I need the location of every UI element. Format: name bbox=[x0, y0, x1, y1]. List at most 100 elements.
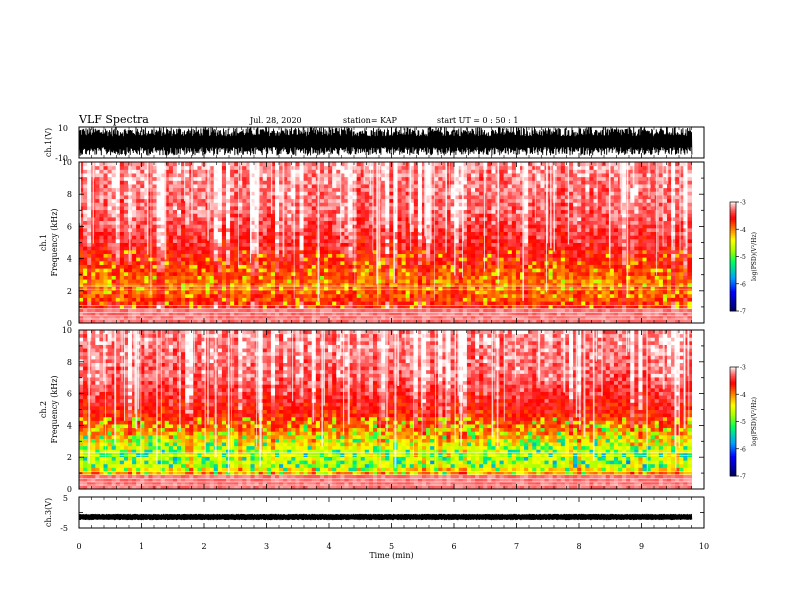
spectrogram-cell bbox=[83, 279, 88, 284]
spectrogram-cell bbox=[79, 176, 84, 181]
spectrogram-cell bbox=[168, 319, 174, 324]
spectrogram-cell bbox=[385, 216, 390, 222]
spectrogram-cell bbox=[405, 282, 411, 287]
spectrogram-cell bbox=[156, 268, 162, 273]
spectrogram-cell bbox=[107, 312, 113, 317]
spectrogram-cell bbox=[172, 162, 178, 167]
spectrogram-cell bbox=[307, 304, 313, 309]
spectrogram-cell bbox=[266, 242, 272, 247]
spectrogram-cell bbox=[409, 194, 415, 200]
spectrogram-cell bbox=[401, 205, 407, 211]
spectrogram-cell bbox=[381, 297, 386, 302]
spectrogram-cell bbox=[503, 304, 509, 309]
spectrogram-cell bbox=[303, 180, 309, 185]
spectrogram-cell bbox=[160, 301, 166, 306]
spectrogram-cell bbox=[140, 257, 145, 262]
spectrogram-cell bbox=[213, 198, 219, 203]
spectrogram-cell bbox=[201, 282, 207, 287]
spectrogram-cell bbox=[83, 180, 88, 185]
spectrogram-cell bbox=[319, 297, 325, 302]
spectrogram-cell bbox=[177, 165, 182, 170]
spectrogram-cell bbox=[221, 279, 227, 284]
spectrogram-cell bbox=[99, 191, 104, 196]
spectrogram-cell bbox=[238, 205, 243, 211]
spectrogram-cell bbox=[511, 268, 517, 273]
spectrogram-cell bbox=[132, 275, 137, 280]
spectrogram-cell bbox=[168, 242, 174, 247]
spectrogram-cell bbox=[221, 235, 227, 240]
spectrogram-cell bbox=[152, 194, 158, 200]
spectrogram-cell bbox=[181, 235, 186, 240]
spectrogram-cell bbox=[246, 235, 251, 240]
spectrogram-cell bbox=[475, 257, 480, 262]
spectrogram-cell bbox=[438, 257, 443, 262]
spectrogram-cell bbox=[413, 187, 419, 192]
spectrogram-cell bbox=[221, 242, 227, 247]
spectrogram-cell bbox=[226, 194, 231, 200]
spectrogram-cell bbox=[250, 169, 256, 174]
spectrogram-cell bbox=[487, 253, 492, 258]
spectrogram-cell bbox=[295, 209, 300, 214]
spectrogram-cell bbox=[385, 293, 390, 298]
spectrogram-cell bbox=[177, 286, 182, 291]
spectrogram-cell bbox=[434, 220, 439, 225]
spectrogram-cell bbox=[295, 293, 300, 298]
spectrogram-cell bbox=[254, 260, 260, 265]
spectrogram-cell bbox=[99, 286, 104, 291]
spectrogram-cell bbox=[230, 293, 235, 298]
spectrogram-cell bbox=[181, 172, 186, 178]
spectrogram-cell bbox=[303, 293, 309, 298]
spectrogram-cell bbox=[270, 282, 276, 287]
spectrogram-cell bbox=[360, 187, 366, 192]
spectrogram-cell bbox=[213, 257, 219, 262]
spectrogram-cell bbox=[483, 242, 488, 247]
spectrogram-cell bbox=[136, 172, 141, 178]
spectrogram-cell bbox=[295, 183, 300, 189]
spectrogram-cell bbox=[266, 282, 272, 287]
spectrogram-cell bbox=[299, 165, 305, 170]
spectrogram-cell bbox=[181, 279, 186, 284]
spectrogram-cell bbox=[275, 253, 280, 258]
spectrogram-cell bbox=[115, 260, 121, 265]
spectrogram-cell bbox=[79, 319, 84, 324]
spectrogram-cell bbox=[479, 297, 484, 302]
spectrogram-cell bbox=[168, 279, 174, 284]
spectrogram-cell bbox=[217, 180, 223, 185]
spectrogram-cell bbox=[348, 304, 354, 309]
spectrogram-cell bbox=[381, 319, 386, 324]
spectrogram-cell bbox=[299, 187, 305, 192]
spectrogram-cell bbox=[140, 198, 145, 203]
spectrogram-cell bbox=[438, 187, 443, 192]
spectrogram-cell bbox=[356, 231, 362, 236]
spectrogram-cell bbox=[319, 213, 325, 218]
spectrogram-cell bbox=[119, 165, 125, 170]
spectrogram-cell bbox=[373, 235, 378, 240]
spectrogram-cell bbox=[520, 293, 525, 298]
spectrogram-cell bbox=[507, 235, 513, 240]
spectrogram-cell bbox=[181, 246, 186, 251]
spectrogram-cell bbox=[87, 172, 92, 178]
spectrogram-cell bbox=[479, 198, 484, 203]
spectrogram-cell bbox=[246, 172, 251, 178]
spectrogram-cell bbox=[454, 293, 460, 298]
spectrogram-cell bbox=[132, 249, 137, 254]
spectrogram-cell bbox=[99, 220, 104, 225]
spectrogram-cell bbox=[434, 312, 439, 317]
spectrogram-cell bbox=[340, 213, 345, 218]
spectrogram-cell bbox=[172, 271, 178, 276]
spectrogram-cell bbox=[238, 242, 243, 247]
spectrogram-cell bbox=[197, 227, 202, 233]
spectrogram-cell bbox=[246, 290, 251, 295]
spectrogram-cell bbox=[438, 253, 443, 258]
spectrogram-cell bbox=[475, 216, 480, 222]
spectrogram-cell bbox=[344, 297, 349, 302]
spectrogram-cell bbox=[189, 227, 194, 233]
spectrogram-cell bbox=[230, 205, 235, 211]
spectrogram-cell bbox=[209, 264, 215, 269]
spectrogram-cell bbox=[356, 282, 362, 287]
spectrogram-cell bbox=[99, 235, 104, 240]
spectrogram-cell bbox=[103, 246, 109, 251]
spectrogram-cell bbox=[340, 268, 345, 273]
spectrogram-cell bbox=[185, 268, 190, 273]
spectrogram-cell bbox=[385, 290, 390, 295]
